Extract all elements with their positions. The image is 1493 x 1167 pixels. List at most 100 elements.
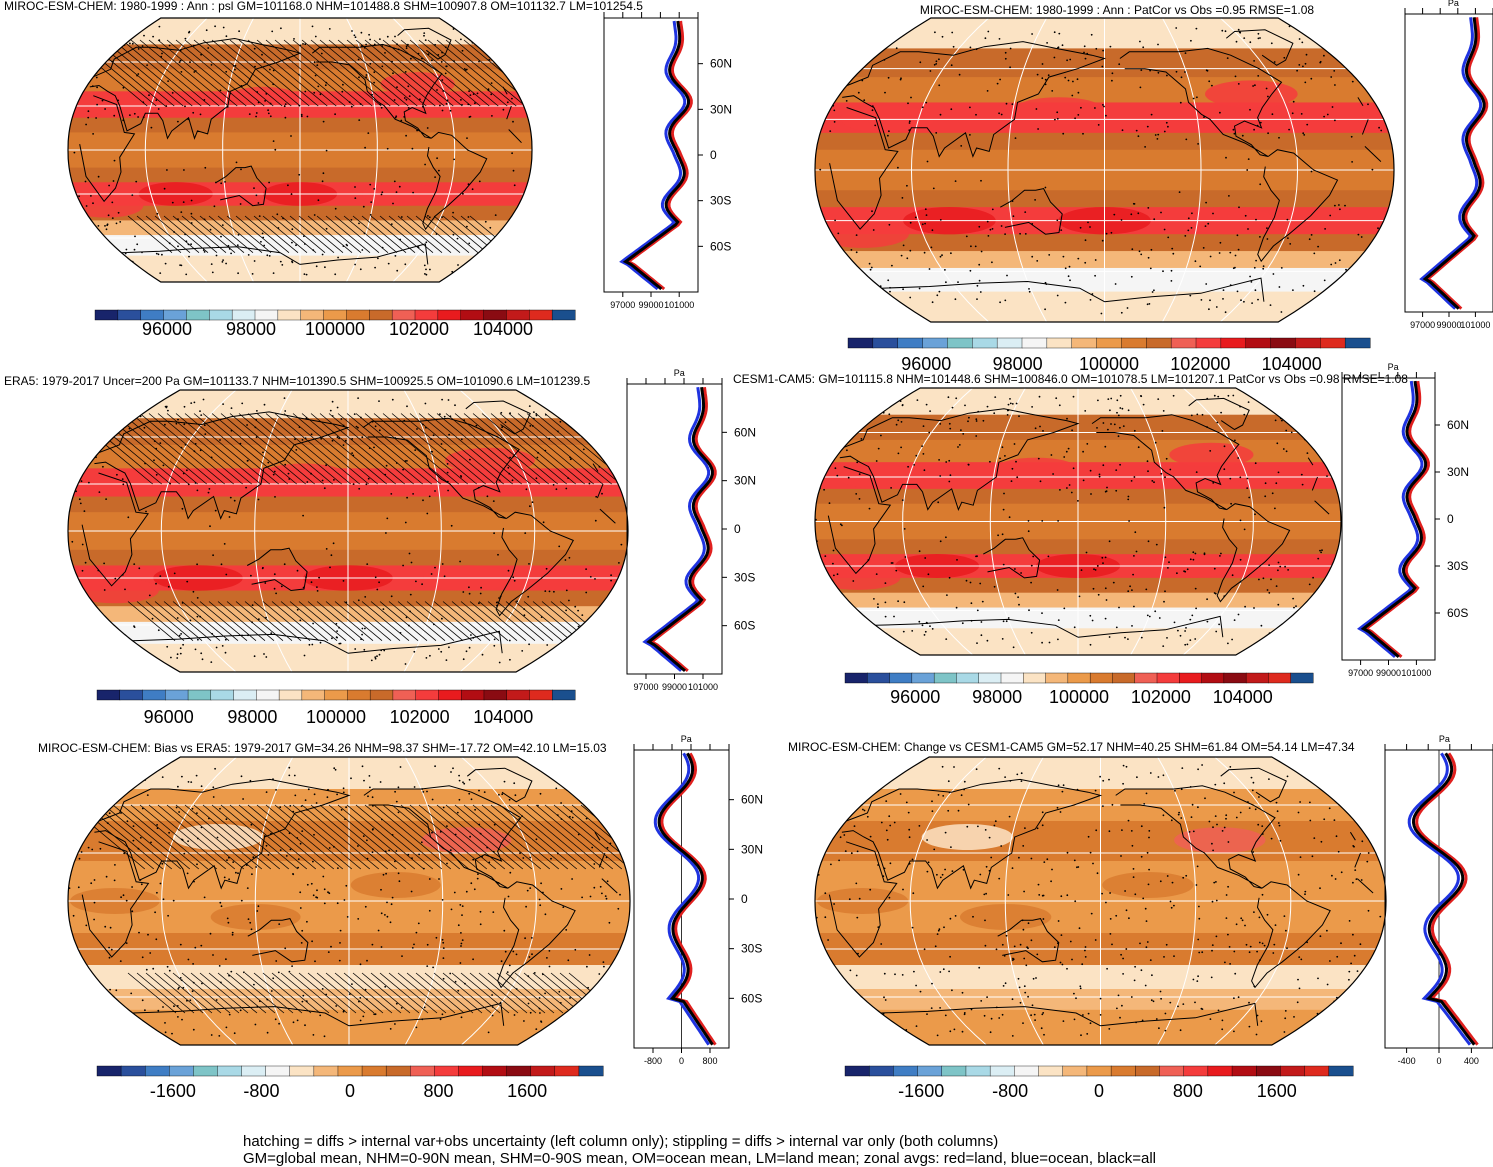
- colorbar-swatch: [1159, 1065, 1185, 1077]
- coastline-antarctica: [875, 618, 1079, 638]
- coastline-africa: [596, 483, 604, 499]
- map-area: [68, 757, 630, 1045]
- zonal-x-label: 99000: [662, 682, 687, 692]
- zonal-lat-label: 60N: [734, 425, 756, 439]
- coastline-africa: [81, 472, 149, 587]
- zonal-x-label: -800: [644, 1056, 662, 1066]
- coastline-antarctica: [347, 630, 503, 654]
- zonal-unit: Pa: [1388, 362, 1399, 372]
- map-area: [68, 18, 532, 282]
- zonal-all-curve: [657, 752, 714, 1046]
- colorbar-swatch: [1195, 337, 1222, 349]
- graticule-lon: [392, 18, 456, 282]
- colorbar-tick-label: 98000: [993, 354, 1043, 374]
- colorbar-tick-label: -800: [992, 1081, 1028, 1101]
- colorbar-swatch: [120, 1065, 146, 1077]
- coastline-antarctica: [299, 243, 429, 265]
- coastline-africa: [506, 105, 512, 120]
- map-border: [814, 756, 1387, 1046]
- graticule-lon: [909, 757, 987, 1045]
- colorbar-swatch: [1270, 337, 1296, 349]
- colorbar-swatch: [1344, 337, 1371, 349]
- colorbar-swatch: [94, 309, 119, 321]
- colorbar-swatch: [552, 689, 576, 701]
- graticule-lon: [910, 18, 990, 322]
- colorbar-swatch: [1086, 1065, 1112, 1077]
- colorbar-swatch: [1135, 1065, 1160, 1077]
- zonal-lat-label: 30S: [710, 194, 731, 208]
- map-area: [815, 18, 1394, 322]
- colorbar-swatch: [947, 337, 973, 349]
- colorbar-tick-label: 100000: [1079, 354, 1139, 374]
- colorbar-swatch: [978, 672, 1002, 684]
- colorbar-tick-label: 800: [424, 1081, 454, 1101]
- graticule-lon: [989, 388, 1026, 655]
- colorbar-swatch: [193, 1065, 218, 1077]
- coastline-namerica: [362, 417, 520, 519]
- colorbar-swatch: [1121, 337, 1147, 349]
- zonal-lat-label: 60N: [1447, 418, 1469, 432]
- zonal-all-curve: [1422, 17, 1486, 310]
- coastline-africa: [599, 508, 616, 524]
- colorbar-swatch: [844, 1065, 870, 1077]
- zonal-lat-label: 0: [1447, 512, 1454, 526]
- colorbar-swatch: [1134, 672, 1158, 684]
- zonal-all-curve: [622, 20, 690, 291]
- graticule-lon: [1182, 388, 1254, 655]
- zonal-all-curve: [1360, 380, 1428, 659]
- colorbar-tick-label: 96000: [890, 687, 940, 707]
- coastline-eurasia: [94, 411, 350, 520]
- colorbar-tick-label: -1600: [898, 1081, 944, 1101]
- map-anomaly: [921, 824, 1014, 850]
- colorbar-swatch: [1328, 1065, 1354, 1077]
- colorbar-tick-label: 100000: [306, 707, 366, 727]
- colorbar-tick-label: 100000: [1049, 687, 1109, 707]
- coastline-greenland: [1188, 397, 1250, 431]
- colorbar-swatch: [1046, 337, 1073, 349]
- zonal-lat-label: 60N: [741, 793, 763, 807]
- colorbar-swatch: [1295, 337, 1321, 349]
- colorbar-swatch: [1014, 1065, 1040, 1077]
- colorbar-swatch: [265, 1065, 291, 1077]
- graticule-lon: [1161, 18, 1202, 322]
- colorbar-swatch: [989, 1065, 1015, 1077]
- colorbar-swatch: [337, 1065, 363, 1077]
- colorbar-tick-label: -1600: [150, 1081, 196, 1101]
- colorbar-swatch: [347, 689, 371, 701]
- footnote: hatching = diffs > internal var+obs unce…: [243, 1133, 1156, 1167]
- colorbar-swatch: [1146, 337, 1172, 349]
- coastline-africa: [79, 95, 136, 203]
- zonal-frame: [1341, 377, 1436, 661]
- zonal-ocean-curve: [653, 752, 710, 1046]
- zonal-x-label: 101000: [1460, 320, 1490, 330]
- colorbar-swatch: [1062, 1065, 1088, 1077]
- colorbar-tick-label: -800: [243, 1081, 279, 1101]
- zonal-lat-label: 0: [710, 148, 717, 162]
- zonal-lat-label: 60S: [734, 619, 755, 633]
- colorbar-swatch: [142, 689, 166, 701]
- map-area: [815, 757, 1386, 1045]
- map-anomaly: [350, 872, 441, 898]
- coastline-africa: [829, 107, 899, 230]
- zonal-lat-label: 60S: [741, 991, 762, 1005]
- colorbar-swatch: [996, 337, 1023, 349]
- coastline-africa: [508, 129, 522, 144]
- coastline-eurasia: [1349, 831, 1356, 841]
- colorbar-swatch: [1290, 672, 1314, 684]
- zonal-x-label: 97000: [1348, 668, 1373, 678]
- coastline-antarctica: [1077, 615, 1224, 638]
- colorbar-swatch: [410, 1065, 435, 1077]
- colorbar-swatch: [278, 689, 303, 701]
- colorbar-tick-label: 1600: [507, 1081, 547, 1101]
- coastline-africa: [81, 841, 150, 958]
- zonal-frame: [1404, 13, 1493, 313]
- coastline-greenland: [465, 400, 531, 435]
- coastline-samerica: [1257, 149, 1339, 263]
- colorbar-swatch: [415, 689, 439, 701]
- zonal-unit: Pa: [681, 734, 692, 744]
- zonal-land-curve: [1425, 17, 1489, 310]
- coastline-eurasia: [89, 37, 302, 140]
- coastline-antarctica: [1104, 277, 1265, 303]
- footnote-line-2: GM=global mean, NHM=0-90N mean, SHM=0-90…: [243, 1150, 1157, 1167]
- colorbar: 96000 98000 100000 102000 104000: [94, 309, 576, 339]
